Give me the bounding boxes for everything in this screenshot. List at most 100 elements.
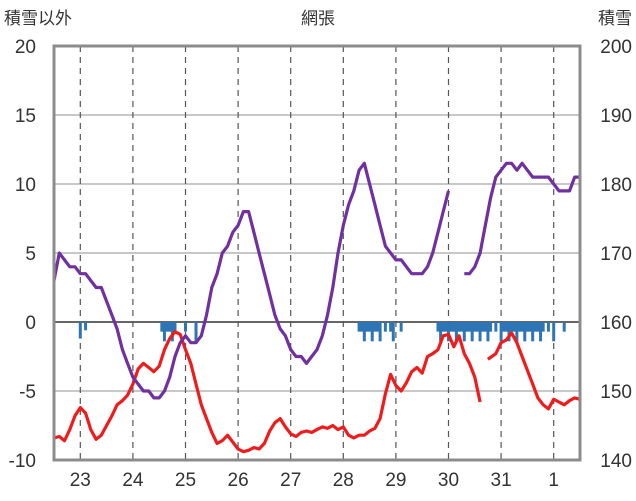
precipitation-bars xyxy=(78,322,566,342)
precipitation-bar xyxy=(460,322,464,332)
precipitation-bar xyxy=(457,322,461,332)
y-left-tick-label: 10 xyxy=(15,175,36,196)
precipitation-bar xyxy=(539,322,543,342)
y-left-tick-label: 5 xyxy=(25,244,36,265)
precipitation-bar xyxy=(368,322,372,332)
precipitation-bar xyxy=(512,322,516,332)
precipitation-bar xyxy=(441,322,445,332)
precipitation-bar xyxy=(454,322,458,342)
x-tick-label: 1 xyxy=(548,470,559,491)
x-tick-label: 23 xyxy=(70,470,91,491)
y-left-tick-labels: 20 15 10 5 0 -5 -10 xyxy=(9,37,36,472)
precipitation-bar xyxy=(391,322,395,342)
temperature-line xyxy=(53,330,482,454)
precipitation-bar xyxy=(162,322,166,342)
precipitation-bar xyxy=(375,322,379,332)
precipitation-bar xyxy=(502,322,506,332)
precipitation-bar xyxy=(494,322,498,332)
precipitation-bar xyxy=(552,322,556,342)
precipitation-bar xyxy=(515,322,519,342)
x-tick-labels: 23 24 25 26 27 28 29 30 31 1 xyxy=(70,470,559,491)
precipitation-bar xyxy=(78,322,82,339)
precipitation-bar xyxy=(483,322,487,332)
y-right-tick-label: 160 xyxy=(600,313,632,334)
precipitation-bar xyxy=(439,322,443,342)
precipitation-bar xyxy=(486,322,490,342)
precipitation-bar xyxy=(531,322,535,342)
precipitation-bar xyxy=(389,322,393,332)
precipitation-bar xyxy=(168,322,172,332)
precipitation-bar xyxy=(357,322,361,332)
plot-frame xyxy=(52,44,582,462)
precipitation-bar xyxy=(489,322,493,332)
y-right-tick-label: 170 xyxy=(600,244,632,265)
precipitation-bar xyxy=(452,322,456,332)
x-tick-label: 25 xyxy=(175,470,196,491)
precipitation-bar xyxy=(468,322,472,332)
x-tick-label: 26 xyxy=(228,470,249,491)
precipitation-bar xyxy=(373,322,377,332)
precipitation-bar xyxy=(546,322,550,332)
precipitation-bar xyxy=(184,322,187,332)
precipitation-bar xyxy=(510,322,514,332)
precipitation-bar xyxy=(465,322,469,332)
precipitation-bar xyxy=(449,322,453,332)
precipitation-bar xyxy=(160,322,164,332)
precipitation-bar xyxy=(473,322,477,332)
y-left-tick-label: 15 xyxy=(15,106,36,127)
precipitation-bar xyxy=(470,322,474,342)
temperature-line xyxy=(486,331,581,411)
precipitation-bar xyxy=(84,322,88,331)
gridlines xyxy=(54,46,580,460)
precipitation-bar xyxy=(362,322,366,342)
precipitation-bar xyxy=(518,322,522,332)
precipitation-bar xyxy=(194,322,198,342)
snow_depth-line xyxy=(464,161,580,276)
precipitation-bar xyxy=(499,322,503,342)
x-tick-label: 28 xyxy=(333,470,354,491)
precipitation-bar xyxy=(504,322,508,332)
y-left-tick-label: -10 xyxy=(9,451,36,472)
precipitation-bar xyxy=(173,322,177,332)
precipitation-bar xyxy=(507,322,511,342)
precipitation-bar xyxy=(533,322,537,332)
series-lines xyxy=(52,161,581,454)
precipitation-bar xyxy=(481,322,485,332)
y-right-tick-labels: 200 190 180 170 160 150 140 xyxy=(600,37,632,472)
precipitation-bar xyxy=(525,322,529,332)
precipitation-bar xyxy=(370,322,374,342)
precipitation-bar xyxy=(170,322,174,342)
precipitation-bar xyxy=(383,322,387,332)
precipitation-bar xyxy=(447,322,450,342)
precipitation-bar xyxy=(165,322,169,332)
precipitation-bar xyxy=(536,322,540,332)
precipitation-bar xyxy=(462,322,466,342)
precipitation-bar xyxy=(436,322,440,332)
x-tick-label: 24 xyxy=(122,470,144,491)
y-left-tick-label: 0 xyxy=(25,313,36,334)
precipitation-bar xyxy=(475,322,479,332)
y-right-tick-label: 190 xyxy=(600,106,632,127)
y-left-axis-title: 積雪以外 xyxy=(4,9,72,29)
chart-title: 網張 xyxy=(301,9,335,29)
precipitation-bar xyxy=(528,322,532,332)
precipitation-bar xyxy=(444,322,448,332)
precipitation-bar xyxy=(541,322,545,332)
precipitation-bar xyxy=(378,322,382,342)
y-left-tick-label: -5 xyxy=(19,382,36,403)
y-right-axis-title: 積雪 xyxy=(598,9,632,29)
precipitation-bar xyxy=(478,322,482,342)
precipitation-bar xyxy=(399,322,403,332)
y-right-tick-label: 200 xyxy=(600,37,632,58)
precipitation-bar xyxy=(360,322,364,332)
x-tick-label: 29 xyxy=(385,470,406,491)
x-tick-label: 30 xyxy=(438,470,459,491)
y-left-tick-label: 20 xyxy=(15,37,36,58)
y-right-tick-label: 140 xyxy=(600,451,632,472)
precipitation-bar xyxy=(562,322,566,332)
snow_depth-line xyxy=(52,161,451,400)
x-tick-label: 31 xyxy=(491,470,512,491)
y-right-tick-label: 180 xyxy=(600,175,632,196)
y-right-tick-label: 150 xyxy=(600,382,632,403)
